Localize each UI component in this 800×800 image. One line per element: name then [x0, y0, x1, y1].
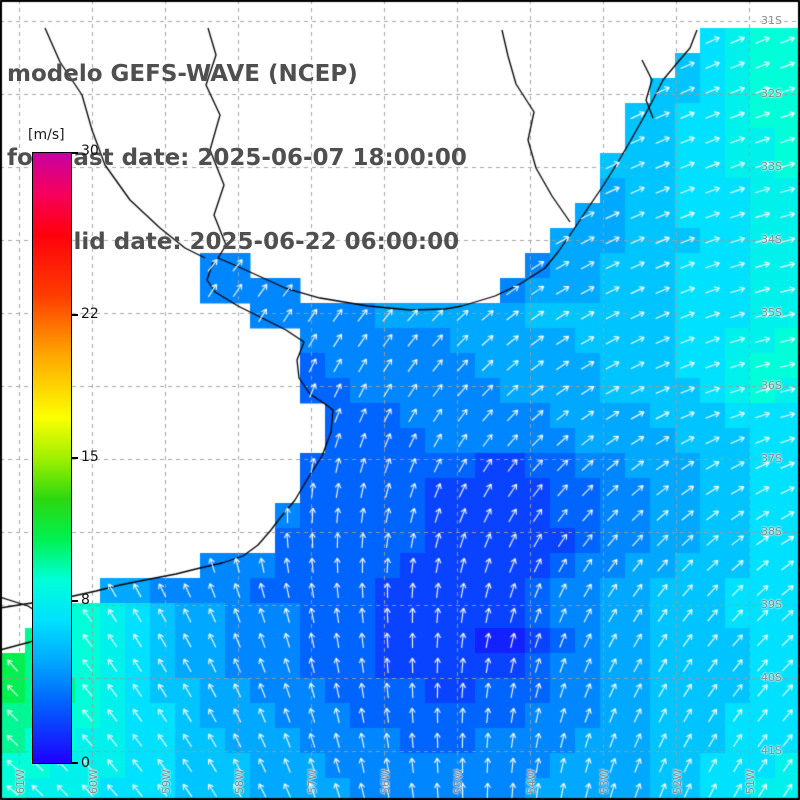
lon-label: 57W — [306, 769, 319, 794]
colorbar-tick-label: 30 — [81, 143, 99, 159]
valid-date: valid date: 2025-06-22 06:00:00 — [43, 229, 460, 255]
colorbar-tick-label: 0 — [81, 755, 90, 771]
colorbar-tick-label: 8 — [81, 591, 90, 608]
lat-label: 33S — [761, 160, 782, 173]
colorbar-gradient — [32, 152, 72, 764]
lat-label: 38S — [761, 525, 782, 538]
lat-label: 37S — [761, 452, 782, 465]
lat-label: 39S — [761, 598, 782, 611]
lon-label: 59W — [160, 769, 173, 794]
lon-label: 51W — [744, 769, 757, 794]
lat-label: 34S — [761, 233, 782, 246]
lon-label: 54W — [525, 769, 538, 794]
lat-label: 35S — [761, 306, 782, 319]
model-title: modelo GEFS-WAVE (NCEP) — [7, 61, 358, 87]
colorbar-tick-label: 22 — [81, 306, 99, 323]
lat-label: 40S — [761, 671, 782, 684]
colorbar-tick — [72, 599, 78, 602]
lon-label: 60W — [87, 769, 100, 794]
lon-label: 52W — [671, 769, 684, 794]
lon-label: 56W — [379, 769, 392, 794]
lat-label: 36S — [761, 379, 782, 392]
lon-label: 61W — [14, 769, 27, 794]
colorbar-tick — [72, 762, 78, 764]
lon-label: 53W — [598, 769, 611, 794]
colorbar-tick — [72, 314, 78, 317]
colorbar-tick — [72, 152, 78, 154]
lon-label: 55W — [452, 769, 465, 794]
forecast-date: forecast date: 2025-06-07 18:00:00 — [7, 145, 467, 171]
lat-label: 41S — [761, 744, 782, 757]
title-block: modelo GEFS-WAVE (NCEP) forecast date: 2… — [7, 4, 467, 312]
colorbar-tick — [72, 457, 78, 459]
lat-label: 31S — [761, 14, 782, 27]
lat-label: 32S — [761, 87, 782, 100]
colorbar-unit-label: [m/s] — [28, 127, 65, 143]
lon-label: 58W — [233, 769, 246, 794]
colorbar-tick-label: 15 — [81, 449, 99, 465]
